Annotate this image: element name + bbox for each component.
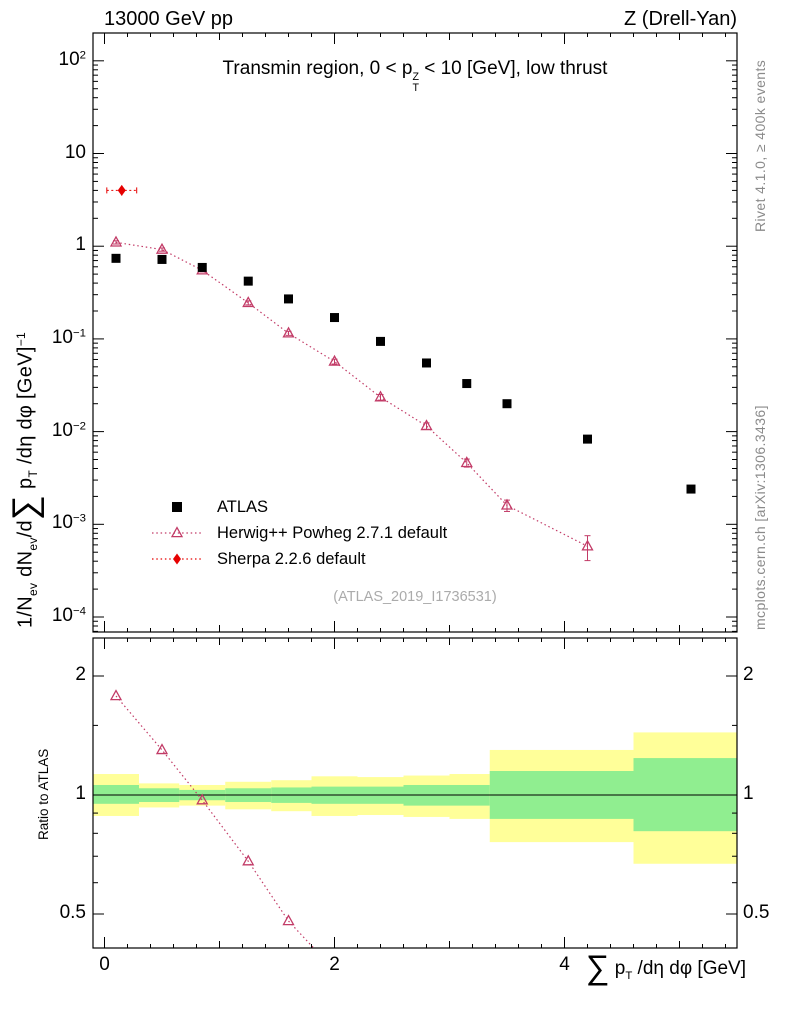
ratio-tick-label-left: 1 <box>75 783 86 804</box>
ratio-panel-frame <box>92 637 738 949</box>
data-point-square <box>243 276 253 286</box>
data-point-square <box>502 399 512 409</box>
data-point-triangle <box>460 456 473 468</box>
legend-item: ATLAS <box>146 494 447 520</box>
x-tick-label: 4 <box>559 954 570 975</box>
data-point-square <box>462 379 472 389</box>
legend-item: Sherpa 2.2.6 default <box>146 546 447 572</box>
header-beam-energy: 13000 GeV pp <box>104 8 233 30</box>
herwig-triangle-marker-icon <box>146 524 208 542</box>
data-point-triangle <box>328 354 341 366</box>
data-point-triangle <box>155 242 169 254</box>
band-inner <box>93 784 139 804</box>
data-point-square <box>583 434 592 444</box>
header-process: Z (Drell-Yan) <box>624 8 737 30</box>
y-tick-label: 102 <box>58 48 86 70</box>
y-tick-label: 10−3 <box>51 512 86 534</box>
atlas-square-marker-icon <box>146 498 208 516</box>
data-point-square <box>111 253 121 263</box>
data-point-square <box>197 262 207 272</box>
ratio-uncertainty-bands <box>93 732 737 864</box>
data-point-triangle <box>581 539 594 551</box>
data-point-square <box>157 254 167 264</box>
y-tick-label: 10−1 <box>51 326 86 348</box>
data-point-triangle <box>374 390 387 402</box>
x-tick-label: 2 <box>329 954 340 975</box>
data-point-triangle <box>155 743 169 755</box>
x-tick-label: 0 <box>99 954 110 975</box>
y-tick-label: 10−4 <box>51 605 86 626</box>
series-herwig <box>109 235 594 562</box>
ratio-herwig-curve <box>109 689 315 948</box>
data-point-triangle <box>196 793 209 805</box>
series-sherpa <box>106 184 138 196</box>
data-point-triangle <box>500 498 514 510</box>
y-tick-label: 10 <box>64 141 86 163</box>
ratio-tick-label-right: 1 <box>743 783 754 804</box>
legend-item: Herwig++ Powheg 2.7.1 default <box>146 520 447 546</box>
y-tick-label: 10−2 <box>51 419 86 441</box>
data-point-triangle <box>242 296 255 308</box>
data-point-triangle <box>109 689 123 701</box>
data-point-square <box>422 358 431 368</box>
data-point-triangle <box>282 914 295 926</box>
data-point-square <box>376 336 385 346</box>
watermark: (ATLAS_2019_I1736531) <box>333 589 497 605</box>
legend-label: ATLAS <box>217 497 269 516</box>
ratio-tick-label-right: 0.5 <box>743 902 770 923</box>
data-point-diamond <box>117 184 126 196</box>
x-axis-label: ∑ pT /dη dφ [GeV] <box>585 949 746 987</box>
y-tick-label: 1 <box>75 234 86 256</box>
series-atlas <box>111 253 696 494</box>
ratio-tick-label-left: 0.5 <box>59 902 86 923</box>
legend-label: Herwig++ Powheg 2.7.1 default <box>217 523 448 542</box>
data-point-square <box>330 313 339 323</box>
data-point-triangle <box>420 419 433 431</box>
legend: ATLAS Herwig++ Powheg 2.7.1 default Sherpa… <box>146 494 447 572</box>
data-point-triangle <box>109 235 123 247</box>
ratio-tick-label-left: 2 <box>75 664 86 685</box>
data-point-square <box>686 484 696 494</box>
data-point-square <box>284 294 293 304</box>
data-point-triangle <box>282 326 295 338</box>
sherpa-diamond-marker-icon <box>146 550 208 568</box>
ratio-tick-label-right: 2 <box>743 664 754 685</box>
main-panel-frame <box>92 32 738 633</box>
axis-ticks <box>93 33 737 948</box>
data-point-triangle <box>242 854 255 866</box>
legend-label: Sherpa 2.2.6 default <box>217 549 366 568</box>
